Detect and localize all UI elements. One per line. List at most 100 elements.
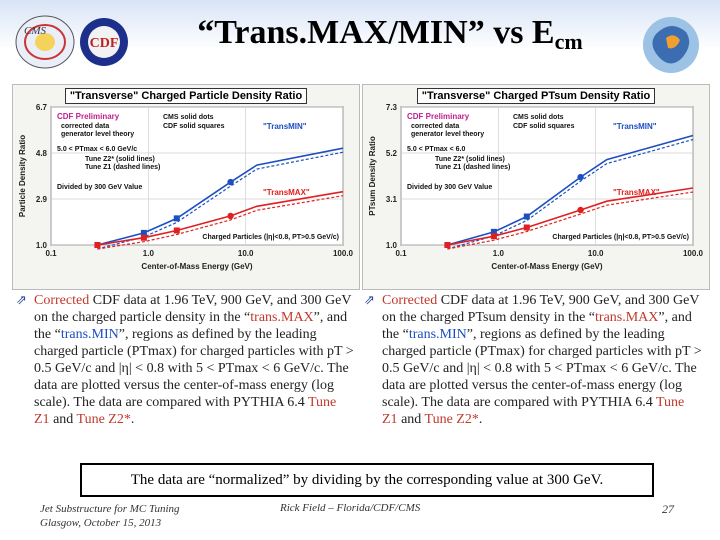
annotation-divided: Divided by 300 GeV Value [57, 184, 142, 191]
left-chart-svg: 6.74.82.91.00.1 1.0 10.0 100.0Center-of-Mas… [18, 103, 354, 271]
tune-z2-label: Tune Z2* [424, 412, 479, 427]
x-tick-label: 1.0 [493, 249, 505, 258]
x-axis-label: Center-of-Mass Energy (GeV) [491, 262, 602, 271]
y-tick-label: 3.1 [386, 195, 398, 204]
right-bullet: ⇗ Corrected CDF data at 1.96 TeV, 900 Ge… [364, 292, 704, 462]
annotation-preliminary: CDF Preliminary [407, 112, 470, 121]
data-point-cdf [173, 215, 180, 222]
x-tick-label: 100.0 [333, 249, 354, 258]
annotation-cdf: CDF solid squares [163, 123, 225, 130]
annotation-generator: generator level theory [61, 131, 134, 138]
data-point-cdf [444, 242, 451, 248]
page-number: 27 [662, 502, 674, 516]
annotation-cut: 5.0 < PTmax < 6.0 GeV/c [57, 146, 137, 153]
left-bullet-text: Corrected CDF data at 1.96 TeV, 900 GeV,… [34, 293, 354, 427]
bullet-arrow-icon: ⇗ [364, 293, 375, 308]
label-transmin: "TransMIN" [613, 122, 657, 131]
data-point-cms [227, 212, 234, 220]
right-bullet-text: Corrected CDF data at 1.96 TeV, 900 GeV,… [382, 293, 702, 427]
x-tick-label: 0.1 [45, 249, 57, 258]
x-tick-label: 0.1 [395, 249, 407, 258]
right-chart-title: "Transverse" Charged PTsum Density Ratio [363, 88, 709, 104]
tune-z1-label: Tune Z1 [382, 395, 685, 427]
y-tick-label: 4.8 [36, 149, 48, 158]
cms-logo-text: CMS [24, 25, 47, 37]
annotation-tune-z1: Tune Z1 (dashed lines) [85, 164, 160, 171]
series-dashed-line [447, 191, 694, 250]
y-tick-label: 2.9 [36, 195, 48, 204]
annotation-cut: 5.0 < PTmax < 6.0 [407, 146, 465, 153]
title-main: “Trans.MAX/MIN” vs E [197, 14, 555, 51]
transmin-label: trans.MIN [408, 327, 467, 342]
plot-area [50, 106, 344, 246]
right-chart-svg: 7.35.23.11.00.1 1.0 10.0 100.0Center-of-Mas… [368, 103, 704, 271]
annotation-generator: generator level theory [411, 131, 484, 138]
footer-event: Jet Substructure for MC Tuning Glasgow, … [40, 502, 180, 530]
data-point-cms [577, 206, 584, 214]
x-tick-label: 10.0 [588, 249, 604, 258]
annotation-cms: CMS solid dots [513, 114, 564, 121]
y-tick-label: 1.0 [36, 241, 48, 250]
x-axis-label: Center-of-Mass Energy (GeV) [141, 262, 252, 271]
page-title: “Trans.MAX/MIN” vs Ecm [150, 14, 630, 55]
data-point-cdf [140, 234, 147, 241]
cdf-logo-text: CDF [90, 36, 119, 51]
footer-event-name: Jet Substructure for MC Tuning [40, 503, 180, 515]
annotation-cdf: CDF solid squares [513, 123, 575, 130]
transmin-label: trans.MIN [60, 327, 119, 342]
label-transmax: "TransMAX" [263, 188, 310, 197]
x-tick-label: 1.0 [143, 249, 155, 258]
tune-z1-label: Tune Z1 [34, 395, 337, 427]
normalization-note: The data are “normalized” by dividing by… [80, 463, 654, 497]
cdf-logo: CDF [78, 16, 130, 68]
annotation-corrected: corrected data [411, 123, 459, 130]
y-axis-label: PTsum Density Ratio [368, 136, 377, 216]
y-tick-label: 6.7 [36, 103, 48, 112]
y-tick-label: 5.2 [386, 149, 398, 158]
series-line-transmax [447, 187, 694, 246]
florida-logo [636, 14, 706, 76]
left-bullet: ⇗ Corrected CDF data at 1.96 TeV, 900 Ge… [16, 292, 356, 462]
data-point-cdf [140, 229, 147, 236]
corrected-label: Corrected [382, 293, 438, 308]
y-tick-label: 7.3 [386, 103, 398, 112]
footer-author: Rick Field – Florida/CDF/CMS [280, 502, 421, 514]
data-point-cdf [94, 242, 101, 248]
annotation-tune-z2: Tune Z2* (solid lines) [435, 156, 505, 163]
series-line-transmax [97, 190, 344, 246]
title-subscript: cm [554, 29, 583, 54]
label-transmax: "TransMAX" [613, 188, 660, 197]
data-point-cdf [173, 227, 180, 234]
y-axis-label: Particle Density Ratio [18, 135, 27, 217]
right-chart: "Transverse" Charged PTsum Density Ratio… [362, 84, 710, 290]
annotation-cuts: Charged Particles (|η|<0.8, PT>0.5 GeV/c… [202, 234, 339, 241]
data-point-cdf [490, 233, 497, 240]
annotation-divided: Divided by 300 GeV Value [407, 184, 492, 191]
series-line-transmin [97, 147, 344, 246]
annotation-preliminary: CDF Preliminary [57, 112, 120, 121]
data-point-cdf [523, 224, 530, 231]
annotation-tune-z1: Tune Z1 (dashed lines) [435, 164, 510, 171]
data-point-cms [577, 173, 584, 181]
plot-area [400, 106, 694, 246]
cms-logo: CMS [14, 14, 76, 70]
series-line-transmin [447, 134, 694, 246]
x-tick-label: 100.0 [683, 249, 704, 258]
data-point-cdf [490, 228, 497, 235]
x-tick-label: 10.0 [238, 249, 254, 258]
tune-z2-label: Tune Z2* [76, 412, 131, 427]
footer-event-date: Glasgow, October 15, 2013 [40, 517, 162, 529]
annotation-tune-z2: Tune Z2* (solid lines) [85, 156, 155, 163]
data-point-cms [227, 178, 234, 186]
annotation-corrected: corrected data [61, 123, 109, 130]
transmax-label: trans.MAX [250, 310, 314, 325]
bullet-arrow-icon: ⇗ [16, 293, 27, 308]
annotation-cuts: Charged Particles (|η|<0.8, PT>0.5 GeV/c… [552, 234, 689, 241]
label-transmin: "TransMIN" [263, 122, 307, 131]
left-chart-title: "Transverse" Charged Particle Density Ra… [13, 88, 359, 104]
transmax-label: trans.MAX [595, 310, 659, 325]
annotation-cms: CMS solid dots [163, 114, 214, 121]
data-point-cdf [523, 213, 530, 220]
corrected-label: Corrected [34, 293, 90, 308]
left-chart: "Transverse" Charged Particle Density Ra… [12, 84, 360, 290]
